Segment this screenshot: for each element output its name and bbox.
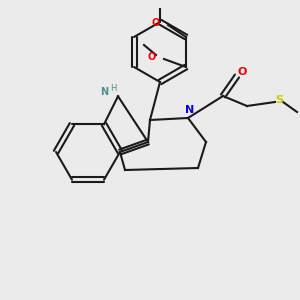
Text: H: H — [110, 84, 116, 93]
Text: O: O — [152, 18, 160, 28]
Text: O: O — [148, 52, 156, 62]
Text: N: N — [185, 105, 195, 115]
Text: N: N — [100, 87, 108, 97]
Text: O: O — [237, 67, 247, 77]
Text: S: S — [275, 95, 283, 105]
